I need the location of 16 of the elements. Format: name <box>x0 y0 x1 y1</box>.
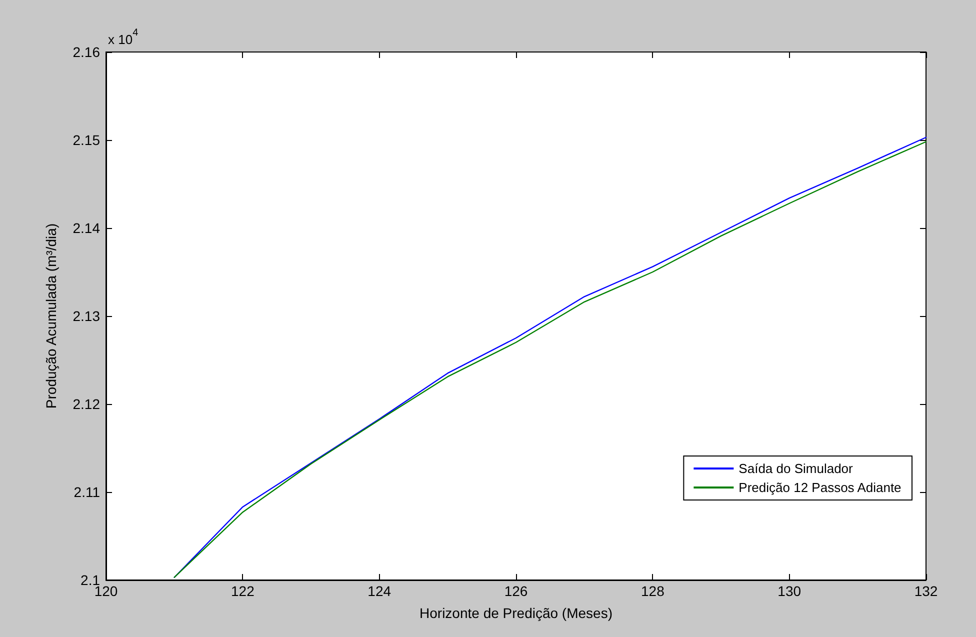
legend-label: Predição 12 Passos Adiante <box>738 480 902 495</box>
y-tick-label: 2.14 <box>72 220 100 236</box>
y-tick-label: 2.16 <box>72 44 100 60</box>
x-tick-label: 132 <box>914 583 938 599</box>
y-tick-label: 2.15 <box>72 132 100 148</box>
y-tick-label: 2.11 <box>74 484 100 500</box>
y-tick-label: 2.13 <box>72 308 100 324</box>
x-tick-label: 122 <box>230 583 255 599</box>
y-axis-title: Produção Acumulada (m³/dia) <box>43 223 59 409</box>
x-tick-label: 126 <box>504 583 528 599</box>
x-tick-label: 130 <box>778 583 802 599</box>
legend-label: Saída do Simulador <box>738 461 854 476</box>
y-tick-label: 2.12 <box>72 396 100 412</box>
x-tick-label: 128 <box>640 583 665 599</box>
x-axis-title: Horizonte de Predição (Meses) <box>420 605 612 621</box>
x-tick-label: 124 <box>368 583 392 599</box>
